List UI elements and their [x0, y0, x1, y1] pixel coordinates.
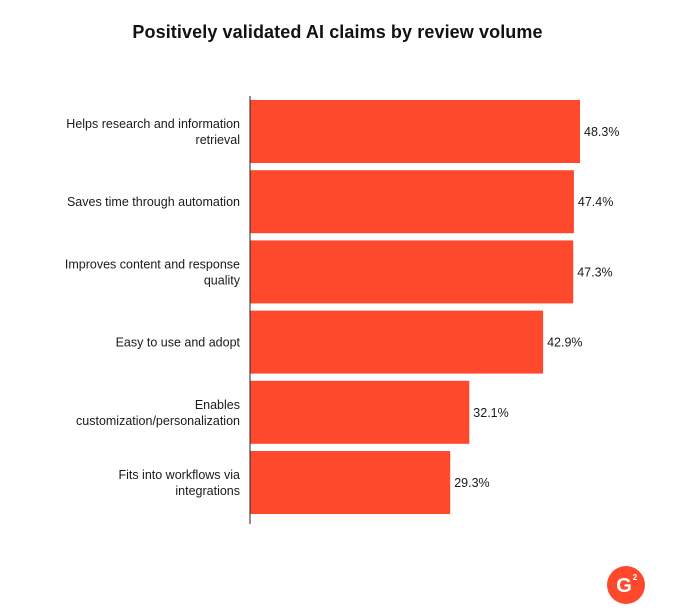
svg-text:2: 2	[633, 573, 638, 582]
bar-3	[250, 240, 574, 304]
category-label-5: Enables customization/personalization	[76, 398, 240, 428]
category-label-1: Helps research and information retrieval	[66, 117, 240, 147]
bar-5	[250, 380, 470, 444]
category-label-line: Saves time through automation	[67, 195, 240, 209]
category-label-line: retrieval	[196, 133, 240, 147]
svg-text:G: G	[616, 575, 632, 597]
bar-4	[250, 310, 544, 374]
category-label-line: Helps research and information	[66, 117, 240, 131]
category-label-line: quality	[204, 273, 241, 287]
category-label-2: Saves time through automation	[67, 195, 240, 209]
category-labels-layer: Helps research and information retrieval S…	[65, 117, 241, 498]
value-label-1: 48.3%	[584, 125, 619, 139]
g2-logo-icon: G 2	[607, 566, 645, 604]
chart-title: Positively validated AI claims by review…	[132, 22, 543, 42]
bar-2	[250, 170, 574, 234]
category-label-3: Improves content and response quality	[65, 257, 241, 287]
value-label-5: 32.1%	[473, 406, 508, 420]
category-label-4: Easy to use and adopt	[116, 336, 241, 350]
category-label-line: Easy to use and adopt	[116, 336, 241, 350]
bar-6	[250, 451, 451, 514]
value-label-3: 47.3%	[577, 265, 612, 279]
bars-layer	[250, 100, 580, 514]
category-label-line: Fits into workflows via	[118, 468, 240, 482]
value-label-4: 42.9%	[547, 336, 582, 350]
value-label-2: 47.4%	[578, 195, 613, 209]
category-label-line: Improves content and response	[65, 257, 240, 271]
value-labels-layer: 48.3% 47.4% 47.3% 42.9% 32.1% 29.3%	[454, 125, 619, 490]
category-label-line: customization/personalization	[76, 414, 240, 428]
category-label-line: integrations	[175, 484, 240, 498]
value-label-6: 29.3%	[454, 476, 489, 490]
category-label-6: Fits into workflows via integrations	[118, 468, 240, 498]
category-label-line: Enables	[195, 398, 240, 412]
bar-1	[250, 100, 580, 163]
